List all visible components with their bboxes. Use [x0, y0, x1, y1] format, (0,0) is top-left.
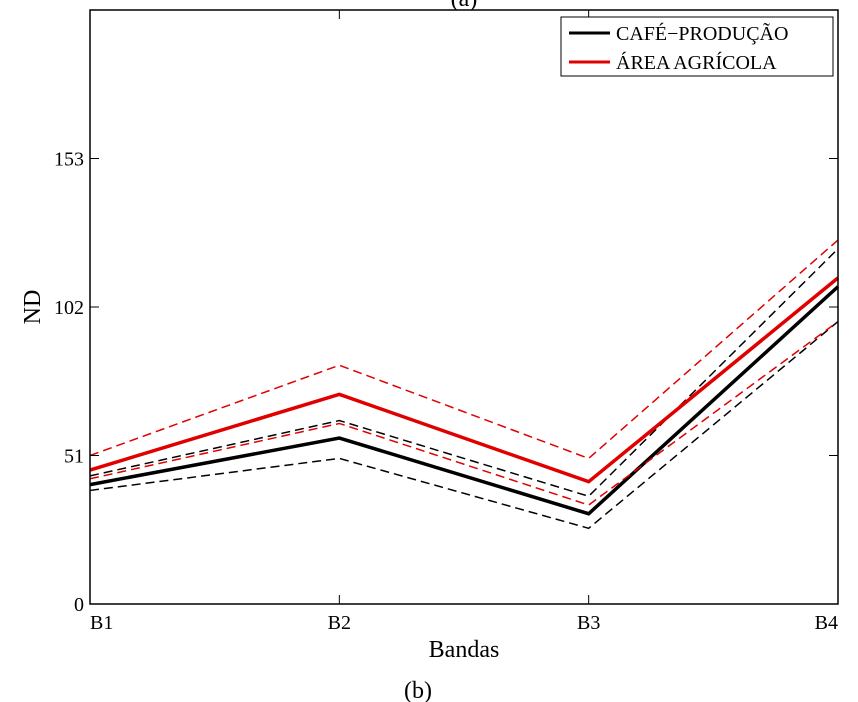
- series-line-5-dashed: [89, 320, 839, 506]
- x-axis-label: Bandas: [429, 637, 500, 663]
- plot-area: [90, 10, 838, 604]
- series-line-2-dashed: [89, 320, 839, 530]
- ticks-layer: 0 51 102 153 B1 B2 B3 B4: [54, 10, 839, 634]
- legend-label-cafe: CAFÉ−PRODUÇÃO: [616, 21, 788, 45]
- legend-box: [560, 16, 834, 77]
- y-tick-label-0: 0: [74, 594, 84, 616]
- x-tick-label-b4: B4: [815, 612, 838, 634]
- y-tick-label-3: 153: [54, 149, 84, 171]
- y-tick-label-2: 102: [54, 297, 84, 319]
- legend: CAFÉ−PRODUÇÃO ÁREA AGRÍCOLA: [560, 16, 834, 77]
- series-line-0-solid: [89, 285, 840, 516]
- series-line-3-solid: [89, 276, 840, 484]
- x-tick-label-b2: B2: [328, 612, 351, 634]
- y-axis-label: ND: [20, 290, 46, 325]
- series-layer: [89, 239, 840, 530]
- legend-label-area: ÁREA AGRÍCOLA: [616, 51, 777, 74]
- x-tick-label-b3: B3: [577, 612, 600, 634]
- series-line-1-dashed: [89, 248, 839, 498]
- y-tick-label-1: 51: [64, 446, 84, 468]
- figure-caption: (b): [404, 678, 432, 702]
- chart-title: (a): [451, 0, 478, 12]
- x-tick-label-b1: B1: [90, 612, 113, 634]
- series-line-4-dashed: [89, 239, 839, 460]
